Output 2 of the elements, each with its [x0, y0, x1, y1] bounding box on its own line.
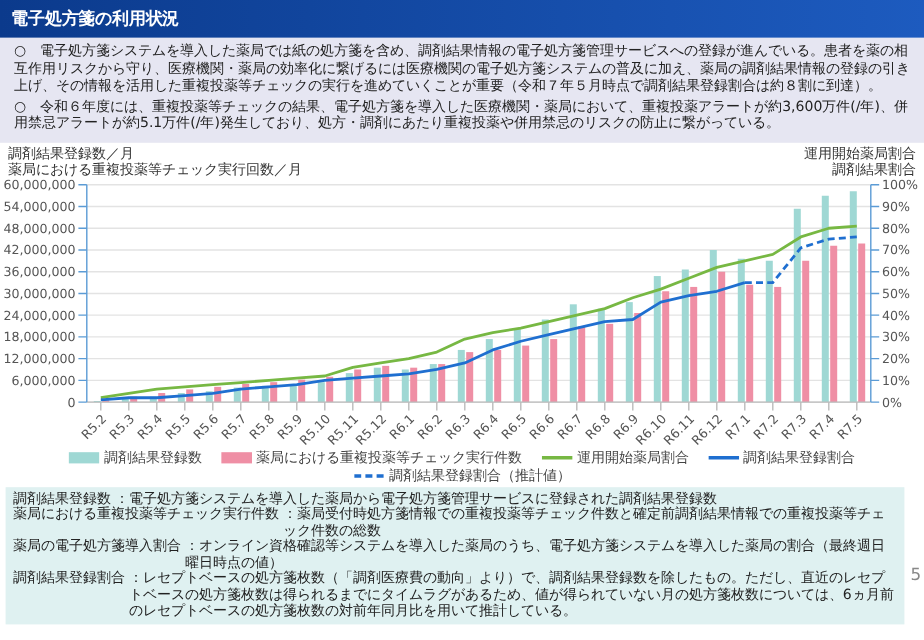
- chart-title: 電子処方箋の利用状況: [0, 0, 924, 38]
- text: 5: [910, 564, 922, 584]
